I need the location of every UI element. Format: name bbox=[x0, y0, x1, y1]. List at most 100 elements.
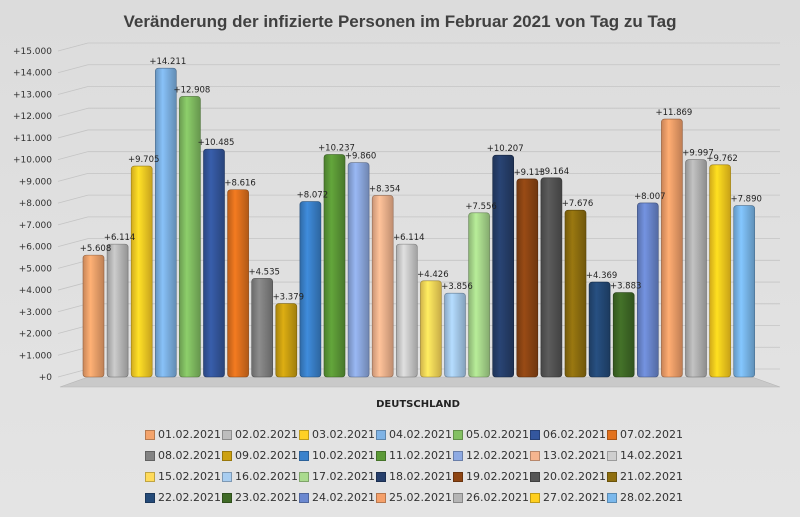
legend-swatch bbox=[376, 429, 386, 440]
gridline-diagonal bbox=[57, 194, 89, 204]
data-label-14.02.2021: +6.114 bbox=[393, 233, 424, 243]
legend-item-09.02.2021: 09.02.2021 bbox=[222, 449, 299, 462]
legend-swatch bbox=[607, 429, 617, 440]
legend-swatch bbox=[453, 492, 463, 503]
gridline-diagonal bbox=[57, 151, 89, 161]
legend: 01.02.2021 02.02.2021 03.02.2021 04.02.2021… bbox=[145, 424, 685, 508]
y-tick-label: +4.000 bbox=[19, 286, 53, 296]
data-label-07.02.2021: +8.616 bbox=[224, 179, 255, 189]
gridline-diagonal bbox=[57, 216, 89, 226]
legend-label: 18.02.2021 bbox=[389, 470, 452, 483]
legend-item-05.02.2021: 05.02.2021 bbox=[453, 428, 530, 441]
data-label-11.02.2021: +10.237 bbox=[318, 144, 355, 154]
data-label-09.02.2021: +3.379 bbox=[273, 293, 304, 303]
data-label-08.02.2021: +4.535 bbox=[248, 267, 279, 277]
bar-26.02.2021 bbox=[685, 159, 707, 378]
legend-label: 28.02.2021 bbox=[620, 491, 683, 504]
bar-02.02.2021 bbox=[106, 243, 129, 378]
bar-07.02.2021 bbox=[227, 189, 249, 378]
legend-label: 10.02.2021 bbox=[312, 449, 375, 462]
legend-item-26.02.2021: 26.02.2021 bbox=[453, 491, 530, 504]
legend-swatch bbox=[453, 471, 463, 482]
legend-label: 24.02.2021 bbox=[312, 491, 375, 504]
bar-25.02.2021 bbox=[661, 118, 683, 378]
legend-item-08.02.2021: 08.02.2021 bbox=[145, 449, 222, 462]
legend-label: 17.02.2021 bbox=[312, 470, 375, 483]
legend-label: 06.02.2021 bbox=[543, 428, 606, 441]
y-tick-label: +2.000 bbox=[19, 330, 53, 340]
bar-24.02.2021 bbox=[636, 202, 659, 378]
legend-swatch bbox=[299, 492, 309, 503]
legend-swatch bbox=[607, 471, 617, 482]
data-label-22.02.2021: +4.369 bbox=[586, 271, 617, 281]
gridline-diagonal bbox=[57, 42, 89, 52]
legend-row: 22.02.2021 23.02.2021 24.02.2021 25.02.2021… bbox=[145, 487, 685, 508]
legend-item-16.02.2021: 16.02.2021 bbox=[222, 470, 299, 483]
data-label-25.02.2021: +11.869 bbox=[655, 108, 692, 118]
data-label-17.02.2021: +7.556 bbox=[465, 202, 496, 212]
gridline-diagonal bbox=[57, 238, 89, 247]
legend-label: 26.02.2021 bbox=[466, 491, 529, 504]
data-label-12.02.2021: +9.860 bbox=[345, 152, 376, 162]
legend-label: 20.02.2021 bbox=[543, 470, 606, 483]
gridline-diagonal bbox=[57, 107, 89, 117]
bar-21.02.2021 bbox=[564, 209, 587, 378]
data-label-15.02.2021: +4.426 bbox=[417, 270, 448, 280]
y-tick-label: +1.000 bbox=[19, 351, 53, 361]
legend-swatch bbox=[222, 492, 232, 503]
data-label-26.02.2021: +9.997 bbox=[682, 149, 713, 159]
legend-item-24.02.2021: 24.02.2021 bbox=[299, 491, 376, 504]
bar-18.02.2021 bbox=[492, 154, 515, 378]
legend-label: 13.02.2021 bbox=[543, 449, 606, 462]
legend-label: 25.02.2021 bbox=[389, 491, 452, 504]
legend-label: 12.02.2021 bbox=[466, 449, 529, 462]
y-tick-label: +13.000 bbox=[13, 90, 52, 100]
legend-item-07.02.2021: 07.02.2021 bbox=[607, 428, 684, 441]
legend-item-17.02.2021: 17.02.2021 bbox=[299, 470, 376, 483]
legend-item-04.02.2021: 04.02.2021 bbox=[376, 428, 453, 441]
legend-label: 04.02.2021 bbox=[389, 428, 452, 441]
bar-23.02.2021 bbox=[612, 292, 635, 378]
bar-11.02.2021 bbox=[323, 154, 346, 378]
legend-swatch bbox=[376, 450, 386, 461]
y-tick-label: +3.000 bbox=[19, 308, 53, 318]
legend-swatch bbox=[376, 492, 386, 503]
legend-item-28.02.2021: 28.02.2021 bbox=[607, 491, 684, 504]
legend-label: 03.02.2021 bbox=[312, 428, 375, 441]
bar-28.02.2021 bbox=[733, 205, 756, 378]
bar-22.02.2021 bbox=[588, 281, 611, 378]
data-label-10.02.2021: +8.072 bbox=[297, 191, 328, 201]
bar-08.02.2021 bbox=[251, 278, 273, 378]
x-axis-category-label: DEUTSCHLAND bbox=[376, 399, 460, 410]
legend-swatch bbox=[145, 450, 155, 461]
legend-swatch bbox=[299, 471, 309, 482]
legend-item-06.02.2021: 06.02.2021 bbox=[530, 428, 607, 441]
bar-12.02.2021 bbox=[347, 162, 370, 378]
bar-03.02.2021 bbox=[130, 165, 153, 378]
legend-item-27.02.2021: 27.02.2021 bbox=[530, 491, 607, 504]
legend-row: 01.02.2021 02.02.2021 03.02.2021 04.02.2021… bbox=[145, 424, 685, 445]
data-label-02.02.2021: +6.114 bbox=[104, 233, 135, 243]
bar-19.02.2021 bbox=[516, 178, 539, 378]
legend-item-14.02.2021: 14.02.2021 bbox=[607, 449, 684, 462]
bars bbox=[82, 67, 756, 378]
legend-label: 07.02.2021 bbox=[620, 428, 683, 441]
legend-swatch bbox=[530, 450, 540, 461]
data-label-24.02.2021: +8.007 bbox=[634, 192, 665, 202]
legend-label: 08.02.2021 bbox=[158, 449, 221, 462]
legend-label: 15.02.2021 bbox=[158, 470, 221, 483]
data-label-28.02.2021: +7.890 bbox=[730, 195, 761, 205]
bar-15.02.2021 bbox=[420, 280, 442, 378]
legend-label: 16.02.2021 bbox=[235, 470, 298, 483]
legend-label: 27.02.2021 bbox=[543, 491, 606, 504]
legend-label: 05.02.2021 bbox=[466, 428, 529, 441]
y-tick-label: +0 bbox=[39, 373, 53, 383]
bar-13.02.2021 bbox=[371, 195, 394, 378]
legend-item-22.02.2021: 22.02.2021 bbox=[145, 491, 222, 504]
bar-10.02.2021 bbox=[299, 201, 322, 378]
bar-27.02.2021 bbox=[709, 164, 731, 378]
legend-swatch bbox=[530, 429, 540, 440]
y-tick-label: +9.000 bbox=[19, 177, 53, 187]
bar-20.02.2021 bbox=[540, 177, 563, 378]
